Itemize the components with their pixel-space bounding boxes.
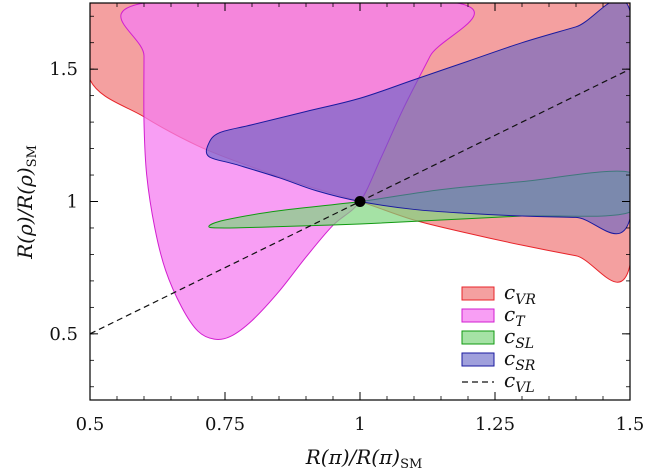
legend-label: cSR (504, 346, 536, 374)
x-tick-label: 1 (354, 414, 365, 435)
region-c-sr (205, 3, 630, 235)
y-tick-label: 1 (67, 192, 78, 213)
legend-label: cT (504, 302, 526, 330)
legend-label: cVL (504, 368, 535, 396)
legend-label: cVR (504, 280, 536, 308)
x-tick-label: 0.75 (205, 414, 245, 435)
ticks-layer: 0.5 0.75 1 1.25 1.5 0.5 1 1.5 (49, 3, 644, 435)
sm-point-marker (354, 196, 366, 207)
legend-swatch (461, 330, 495, 345)
x-tick-label: 0.5 (76, 414, 105, 435)
x-tick-label: 1.25 (475, 414, 515, 435)
x-axis-label: R(π)/R(π)SM (305, 445, 423, 472)
legend-swatch (461, 286, 495, 301)
legend-swatch (461, 352, 495, 367)
y-tick-label: 0.5 (49, 324, 78, 345)
x-tick-label: 1.5 (616, 414, 645, 435)
legend-swatch (461, 308, 495, 323)
y-axis-label: R(ρ)/R(ρ)SM (13, 145, 40, 260)
y-tick-label: 1.5 (49, 59, 78, 80)
legend-label: cSL (504, 324, 534, 352)
